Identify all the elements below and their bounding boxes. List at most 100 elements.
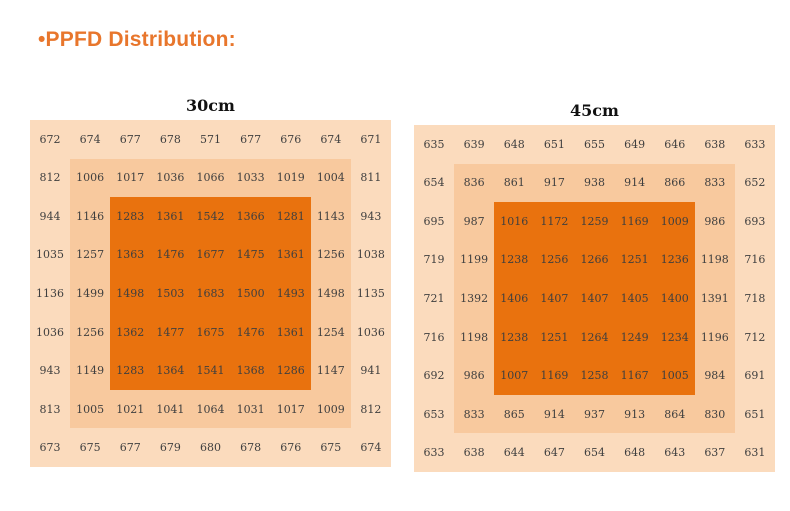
grid-label-30cm: 30cm: [186, 96, 235, 115]
grid-cell: 648: [614, 433, 655, 472]
grid-cell: 680: [190, 428, 231, 467]
grid-cell: 712: [734, 317, 775, 357]
grid-cell: 987: [454, 202, 495, 241]
grid-cell: 1364: [150, 351, 191, 390]
grid-cell: 1169: [534, 356, 575, 395]
grid-cell: 716: [414, 317, 455, 357]
grid-label-45cm: 45cm: [570, 101, 619, 120]
grid-cell: 1236: [654, 240, 695, 280]
grid-cell: 866: [654, 163, 695, 203]
grid-cell: 1238: [494, 240, 535, 280]
grid-cell: 633: [414, 433, 455, 472]
grid-cell: 1407: [534, 279, 575, 318]
grid-cell: 1256: [310, 235, 351, 275]
grid-cell: 1035: [30, 235, 71, 275]
grid-cell: 938: [574, 163, 615, 203]
grid-cell: 1257: [70, 235, 111, 275]
grid-cell: 1009: [310, 389, 351, 429]
grid-cell: 1036: [30, 312, 71, 352]
grid-cell: 1400: [654, 279, 695, 318]
grid-cell: 676: [270, 428, 311, 467]
grid-cell: 943: [350, 197, 391, 236]
page-title: •PPFD Distribution:: [38, 28, 236, 51]
grid-cell: 1476: [150, 235, 191, 275]
grid-cell: 676: [270, 120, 311, 159]
grid-cell: 833: [454, 394, 495, 434]
grid-cell: 654: [574, 433, 615, 472]
grid-cell: 1234: [654, 317, 695, 357]
ppfd-grid-block-45cm: 45cm 635 639 648 651 655 649 646 638 633 654 836 86…: [414, 101, 775, 472]
grid-cell: 671: [350, 120, 391, 159]
grid-cell: 691: [734, 356, 775, 395]
grid-cell: 1064: [190, 389, 231, 429]
grid-cell: 654: [414, 163, 455, 203]
ppfd-heatmap-30cm: 672 674 677 678 571 677 676 674 671 812 1006 1017 10…: [30, 120, 391, 467]
grid-cell: 1038: [350, 235, 391, 275]
grid-cell: 1147: [310, 351, 351, 390]
grid-cell: 1036: [150, 158, 191, 198]
grid-cell: 1266: [574, 240, 615, 280]
grid-cell: 675: [70, 428, 111, 467]
grid-cell: 1361: [150, 197, 191, 236]
grid-cell: 864: [654, 394, 695, 434]
grid-cell: 1196: [694, 317, 735, 357]
grid-cell: 638: [694, 125, 735, 164]
grid-cell: 1286: [270, 351, 311, 390]
grid-cell: 1249: [614, 317, 655, 357]
grid-cell: 675: [310, 428, 351, 467]
grid-cell: 1283: [110, 197, 151, 236]
grid-cell: 719: [414, 240, 455, 280]
grid-cell: 1391: [694, 279, 735, 318]
grid-cell: 830: [694, 394, 735, 434]
grid-cell: 1016: [494, 202, 535, 241]
grid-cell: 1503: [150, 274, 191, 313]
grid-cell: 1392: [454, 279, 495, 318]
grid-cell: 1499: [70, 274, 111, 313]
grid-cell: 1036: [350, 312, 391, 352]
grid-cell: 1019: [270, 158, 311, 198]
grid-cell: 692: [414, 356, 455, 395]
grid-cell: 677: [110, 428, 151, 467]
grid-cell: 812: [350, 389, 391, 429]
grid-cell: 1361: [270, 235, 311, 275]
grid-cell: 1542: [190, 197, 231, 236]
grid-cell: 1017: [270, 389, 311, 429]
grid-cell: 679: [150, 428, 191, 467]
grid-cell: 1498: [310, 274, 351, 313]
grid-cell: 986: [694, 202, 735, 241]
grid-cell: 1541: [190, 351, 231, 390]
grid-cell: 1007: [494, 356, 535, 395]
grid-cell: 1251: [614, 240, 655, 280]
grid-cell: 813: [30, 389, 71, 429]
grid-cell: 1135: [350, 274, 391, 313]
grid-cell: 571: [190, 120, 231, 159]
grid-cell: 1407: [574, 279, 615, 318]
grid-cell: 646: [654, 125, 695, 164]
grid-cell: 643: [654, 433, 695, 472]
grid-cell: 914: [534, 394, 575, 434]
grid-cell: 1143: [310, 197, 351, 236]
grid-cell: 1238: [494, 317, 535, 357]
grid-cell: 1256: [70, 312, 111, 352]
grid-cell: 1475: [230, 235, 271, 275]
grid-cell: 833: [694, 163, 735, 203]
grid-cell: 718: [734, 279, 775, 318]
grid-cell: 655: [574, 125, 615, 164]
grid-cell: 1169: [614, 202, 655, 241]
grid-cell: 1006: [70, 158, 111, 198]
grid-cell: 653: [414, 394, 455, 434]
grid-cell: 674: [70, 120, 111, 159]
grid-cell: 652: [734, 163, 775, 203]
grid-cell: 984: [694, 356, 735, 395]
grid-cell: 637: [694, 433, 735, 472]
grid-cell: 865: [494, 394, 535, 434]
grid-cell: 1366: [230, 197, 271, 236]
grid-cell: 721: [414, 279, 455, 318]
grid-cell: 638: [454, 433, 495, 472]
grid-cell: 1405: [614, 279, 655, 318]
grid-cell: 1677: [190, 235, 231, 275]
grid-cell: 917: [534, 163, 575, 203]
grid-cell: 1199: [454, 240, 495, 280]
grid-cell: 678: [150, 120, 191, 159]
grid-cell: 836: [454, 163, 495, 203]
